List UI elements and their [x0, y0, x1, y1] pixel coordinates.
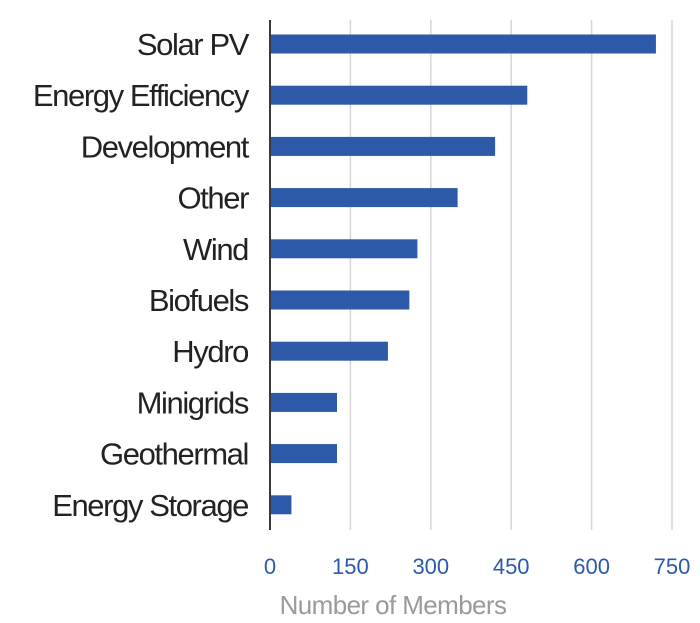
bar-development	[270, 136, 496, 156]
category-label-solar-pv: Solar PV	[137, 27, 250, 62]
bar-biofuels	[270, 290, 410, 310]
x-axis-title: Number of Members	[280, 590, 507, 620]
x-tick-label-150: 150	[332, 554, 369, 579]
category-label-minigrids: Minigrids	[137, 385, 249, 420]
category-label-geothermal: Geothermal	[100, 437, 248, 472]
category-label-biofuels: Biofuels	[149, 283, 249, 318]
bar-energy-efficiency	[270, 85, 528, 105]
category-label-energy-storage: Energy Storage	[52, 488, 248, 523]
x-tick-label-600: 600	[573, 554, 610, 579]
category-label-development: Development	[81, 129, 250, 164]
category-label-wind: Wind	[183, 232, 248, 267]
bar-hydro	[270, 341, 388, 361]
x-tick-label-750: 750	[654, 554, 691, 579]
category-label-hydro: Hydro	[172, 334, 248, 369]
bar-minigrids	[270, 392, 337, 412]
bar-wind	[270, 239, 418, 259]
x-tick-label-300: 300	[412, 554, 449, 579]
bar-solar-pv	[270, 34, 656, 54]
bar-energy-storage	[270, 495, 292, 515]
category-label-other: Other	[177, 181, 249, 216]
x-tick-label-0: 0	[264, 554, 276, 579]
category-label-energy-efficiency: Energy Efficiency	[33, 78, 250, 113]
category-labels: Solar PV Energy Efficiency Development Othe…	[33, 27, 251, 523]
bar-geothermal	[270, 444, 337, 464]
x-tick-labels: 0 150 300 450 600 750	[264, 554, 690, 579]
gridlines	[349, 20, 673, 530]
bar-other	[270, 188, 458, 208]
x-tick-label-450: 450	[493, 554, 530, 579]
bars	[270, 34, 656, 515]
